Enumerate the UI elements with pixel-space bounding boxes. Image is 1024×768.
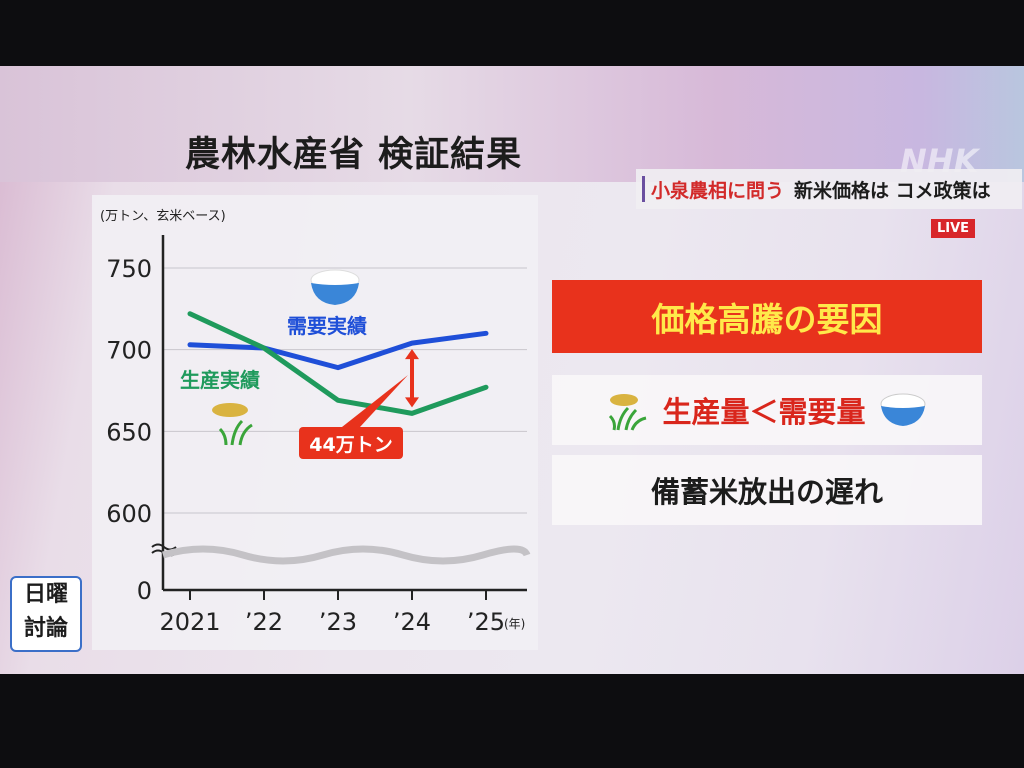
- news-headline: 小泉農相に問う 新米価格は コメ政策は: [636, 169, 1022, 209]
- y-tick-label: 650: [106, 418, 152, 446]
- y-tick-label: 750: [106, 255, 152, 283]
- rice-bowl-icon: [880, 393, 925, 426]
- rice-plant-icon: [212, 403, 248, 417]
- x-tick-label: 2021: [159, 608, 220, 636]
- callout-label: 44万トン: [309, 434, 392, 456]
- cause-1-text: 生産量＜需要量: [662, 395, 866, 429]
- x-tick-label: ’23: [319, 608, 357, 636]
- cause-title: 価格高騰の要因: [552, 280, 982, 353]
- series-label-production: 生産実績: [180, 368, 260, 392]
- page-title: 農林水産省 検証結果: [185, 135, 523, 175]
- cause-2: 備蓄米放出の遅れ: [552, 455, 982, 525]
- callout-pointer: [342, 375, 408, 427]
- y-tick-label: 0: [137, 577, 152, 605]
- x-tick-label: ’25: [467, 608, 505, 636]
- series-line-0: [187, 330, 489, 371]
- live-badge: LIVE: [931, 219, 976, 238]
- x-unit-label: (年): [504, 617, 525, 631]
- y-tick-label: 600: [106, 500, 152, 528]
- rice-bowl-icon: [311, 283, 359, 305]
- program-logo: 日曜 討論: [10, 576, 82, 652]
- title-band: [0, 66, 1024, 182]
- headline-accent: [642, 176, 645, 202]
- rice-plant-icon: [218, 419, 253, 446]
- x-tick-label: ’24: [393, 608, 431, 636]
- series-label-demand: 需要実績: [287, 314, 367, 338]
- y-tick-label: 700: [106, 337, 152, 365]
- headline-black: 新米価格は コメ政策は: [794, 179, 991, 202]
- break-wave: [161, 545, 531, 565]
- unit-label: (万トン、玄米ベース): [100, 209, 226, 224]
- program-logo-line2: 討論: [23, 616, 68, 641]
- program-logo-line1: 日曜: [23, 582, 68, 607]
- headline-red: 小泉農相に問う: [651, 179, 785, 202]
- x-tick-label: ’22: [245, 608, 283, 636]
- callout-box: [299, 427, 403, 459]
- cause-1: 生産量＜需要量: [552, 375, 982, 445]
- rice-plant-icon: [609, 394, 647, 431]
- chart-panel: (万トン、玄米ベース) 750 700 650 600 0 2021 ’22 ’23 ’24 ’25…: [92, 195, 538, 650]
